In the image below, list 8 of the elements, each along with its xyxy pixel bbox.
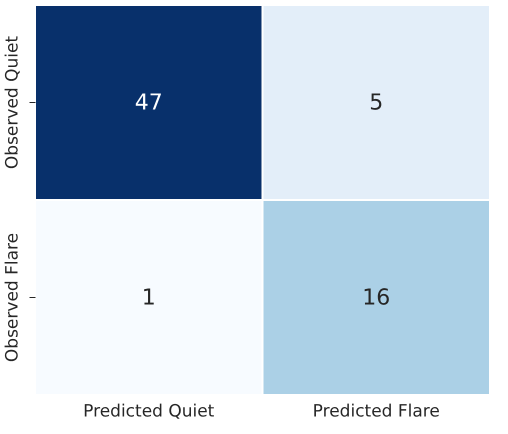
y-tick-label: Observed Flare [2, 232, 22, 362]
x-tick-label: Predicted Quiet [83, 402, 215, 422]
x-tick-label: Predicted Flare [312, 402, 440, 422]
data-label: 1 [142, 286, 156, 310]
y-tick-label: Observed Quiet [2, 36, 22, 170]
data-label: 47 [134, 90, 163, 116]
data-label: 5 [369, 90, 384, 116]
data-label: 16 [362, 286, 390, 310]
